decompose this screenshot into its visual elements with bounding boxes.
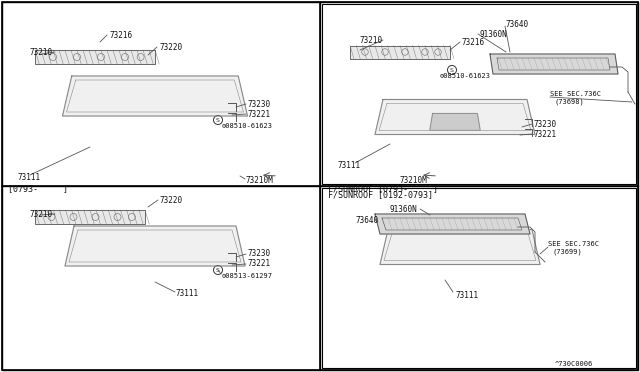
Polygon shape xyxy=(380,230,540,264)
Text: 73216: 73216 xyxy=(462,38,485,46)
Polygon shape xyxy=(375,99,535,135)
Bar xyxy=(35,210,145,224)
Text: S: S xyxy=(450,67,454,73)
Text: 73220: 73220 xyxy=(160,196,183,205)
Text: F/SUNROOF [0192-0793]: F/SUNROOF [0192-0793] xyxy=(328,190,433,199)
Text: 73210: 73210 xyxy=(30,48,53,57)
Text: 73230: 73230 xyxy=(248,99,271,109)
Text: 73111: 73111 xyxy=(18,173,41,182)
Text: 91360N: 91360N xyxy=(480,29,508,38)
Text: ⊙08510-61623: ⊙08510-61623 xyxy=(222,123,273,129)
Bar xyxy=(350,45,450,58)
Text: 91360N: 91360N xyxy=(390,205,418,214)
Polygon shape xyxy=(490,54,618,74)
Text: F/SUNROOF [0793-     ]: F/SUNROOF [0793- ] xyxy=(328,185,438,193)
Text: SEE SEC.736C: SEE SEC.736C xyxy=(550,91,601,97)
Text: ⊙08513-61297: ⊙08513-61297 xyxy=(222,273,273,279)
Text: 73220: 73220 xyxy=(160,42,183,51)
Polygon shape xyxy=(430,113,480,130)
Text: S: S xyxy=(216,267,220,273)
Text: S: S xyxy=(216,118,220,122)
Text: ^730C0006: ^730C0006 xyxy=(555,361,593,367)
Text: ⊙08510-61623: ⊙08510-61623 xyxy=(440,73,491,79)
Text: 73221: 73221 xyxy=(248,260,271,269)
Text: 73221: 73221 xyxy=(248,109,271,119)
Polygon shape xyxy=(375,214,530,234)
Bar xyxy=(35,50,155,64)
Bar xyxy=(322,188,636,368)
Text: 73210: 73210 xyxy=(360,35,383,45)
Text: (73698): (73698) xyxy=(554,99,584,105)
Text: 73111: 73111 xyxy=(455,291,478,299)
Polygon shape xyxy=(63,76,248,116)
Text: 73640: 73640 xyxy=(505,19,528,29)
Polygon shape xyxy=(65,226,245,266)
Text: SEE SEC.736C: SEE SEC.736C xyxy=(548,241,599,247)
Text: 73210M: 73210M xyxy=(400,176,428,185)
Text: [0793-     ]: [0793- ] xyxy=(8,185,68,193)
Bar xyxy=(322,4,636,184)
Text: 73210: 73210 xyxy=(30,209,53,218)
Text: 73111: 73111 xyxy=(338,160,361,170)
Text: 73230: 73230 xyxy=(248,250,271,259)
Text: 73640: 73640 xyxy=(355,215,378,224)
Text: 73210M: 73210M xyxy=(245,176,273,185)
Text: 73230: 73230 xyxy=(534,119,557,128)
Text: 73221: 73221 xyxy=(534,129,557,138)
Text: (73699): (73699) xyxy=(552,249,582,255)
Text: 73111: 73111 xyxy=(175,289,198,298)
Text: 73216: 73216 xyxy=(110,31,133,39)
